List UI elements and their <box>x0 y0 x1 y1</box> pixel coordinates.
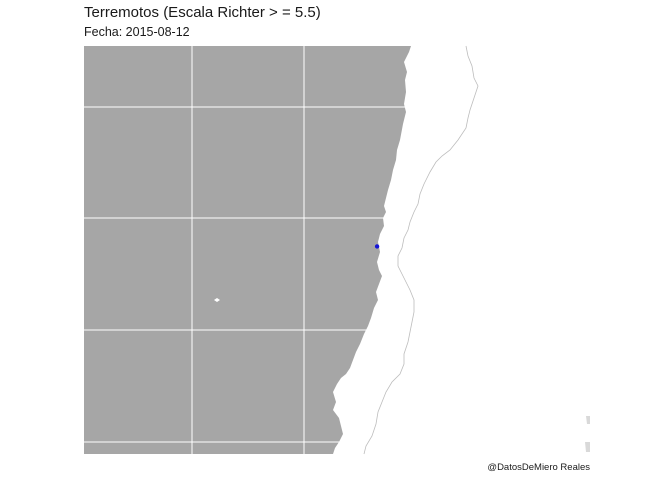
source-caption: @DatosDeMiero Reales <box>487 462 590 473</box>
map-title: Terremotos (Escala Richter > = 5.5) <box>84 4 321 21</box>
map-subtitle: Fecha: 2015-08-12 <box>84 25 190 39</box>
country-border <box>363 45 479 455</box>
island <box>214 298 220 302</box>
coastline-fragment <box>585 442 590 452</box>
coastline-fragment <box>586 416 590 424</box>
land-area <box>333 46 590 454</box>
quake-point <box>374 244 380 249</box>
quakes-layer <box>374 244 380 249</box>
